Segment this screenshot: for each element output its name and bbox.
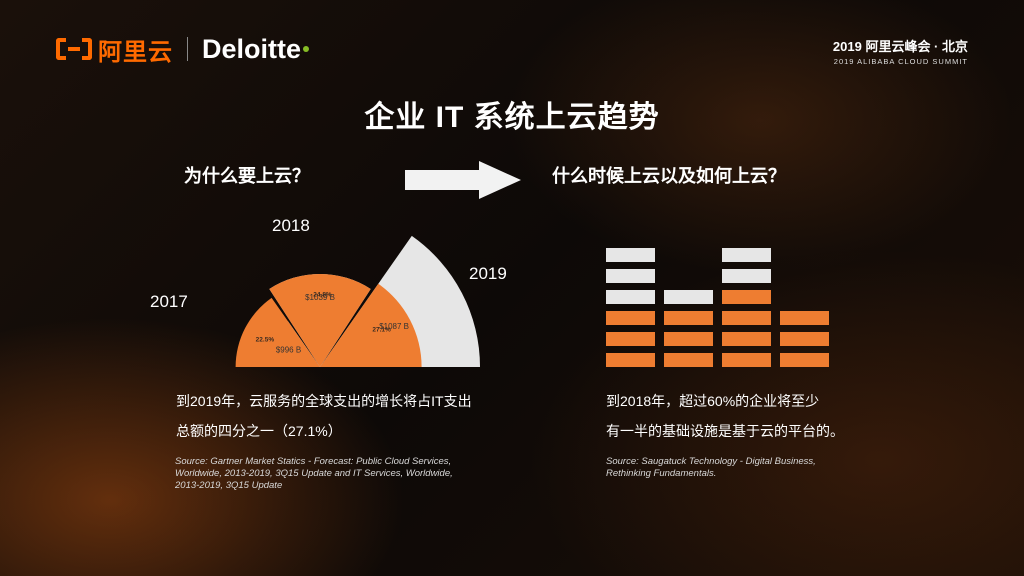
right-source: Source: Saugatuck Technology - Digital B… — [606, 456, 816, 480]
orange-block — [780, 332, 829, 346]
orange-block — [664, 332, 713, 346]
orange-block — [606, 353, 655, 367]
right-source-line-2: Rethinking Fundamentals. — [606, 468, 717, 479]
sector-inner-2017 — [235, 297, 320, 367]
summit-title-cn: 2019 阿里云峰会 · 北京 — [832, 39, 968, 54]
alibaba-logo-text: 阿里云 — [98, 38, 173, 66]
logo-row: 阿里云 Deloitte — [56, 33, 310, 66]
white-block — [606, 248, 655, 262]
orange-block — [606, 311, 655, 325]
orange-block — [780, 311, 829, 325]
spend-label-2019: $1087 B — [379, 322, 409, 331]
year-label-2019: 2019 — [469, 264, 507, 283]
summit-badge: 2019 阿里云峰会 · 北京 2019 ALIBABA CLOUD SUMMI… — [833, 36, 968, 66]
white-block — [664, 290, 713, 304]
white-block — [606, 290, 655, 304]
orange-block — [722, 353, 771, 367]
deloitte-dot — [303, 46, 310, 52]
right-body-line-2: 有一半的基础设施是基于云的平台的。 — [606, 423, 844, 439]
spend-label-2018: $1039 B — [305, 293, 335, 302]
left-source-line-1: Source: Gartner Market Statics - Forecas… — [175, 456, 452, 467]
orange-block — [722, 311, 771, 325]
white-block — [606, 269, 655, 283]
spend-label-2017: $996 B — [276, 345, 301, 354]
white-block — [722, 248, 771, 262]
orange-block — [722, 290, 771, 304]
page-title: 企业 IT 系统上云趋势 — [364, 101, 660, 134]
right-body-text: 到2018年，超过60%的企业将至少 有一半的基础设施是基于云的平台的。 — [606, 386, 844, 446]
right-question: 什么时候上云以及如何上云？ — [552, 166, 786, 186]
cloud-spend-sector-chart: $996 B22.5% $1039 B24.8% $1087 B27.1% — [235, 235, 480, 367]
summit-title-en: 2019 ALIBABA CLOUD SUMMIT — [833, 57, 968, 66]
right-source-line-1: Source: Saugatuck Technology - Digital B… — [606, 456, 816, 467]
left-body-line-1: 到2019年，云服务的全球支出的增长将占IT支出 — [176, 393, 472, 409]
left-question: 为什么要上云？ — [184, 166, 310, 186]
deloitte-logo-text: Deloitte — [202, 33, 302, 64]
share-label-2019: 27.1% — [372, 326, 391, 333]
left-source: Source: Gartner Market Statics - Forecas… — [175, 456, 453, 492]
cloud-adoption-block-chart — [606, 248, 829, 367]
sector-inner-2019 — [320, 283, 422, 367]
year-label-2018: 2018 — [272, 216, 310, 235]
sector-inner-2018 — [269, 273, 371, 367]
share-label-2018: 24.8% — [313, 291, 332, 298]
share-label-2017: 22.5% — [256, 336, 275, 343]
logo-divider — [187, 37, 188, 61]
left-body-text: 到2019年，云服务的全球支出的增长将占IT支出 总额的四分之一（27.1%） — [176, 386, 472, 446]
orange-block — [780, 353, 829, 367]
orange-block — [606, 332, 655, 346]
left-source-line-2: Worldwide, 2013-2019, 3Q15 Update and IT… — [175, 468, 453, 479]
orange-block — [664, 353, 713, 367]
white-block — [722, 269, 771, 283]
orange-block — [664, 311, 713, 325]
arrow-right-icon — [405, 161, 521, 199]
alibaba-cloud-logo-icon — [56, 38, 92, 60]
orange-block — [722, 332, 771, 346]
left-body-line-2: 总额的四分之一（27.1%） — [176, 423, 342, 439]
right-body-line-1: 到2018年，超过60%的企业将至少 — [606, 393, 820, 409]
left-source-line-3: 2013-2019, 3Q15 Update — [175, 480, 283, 491]
year-label-2017: 2017 — [150, 292, 188, 311]
